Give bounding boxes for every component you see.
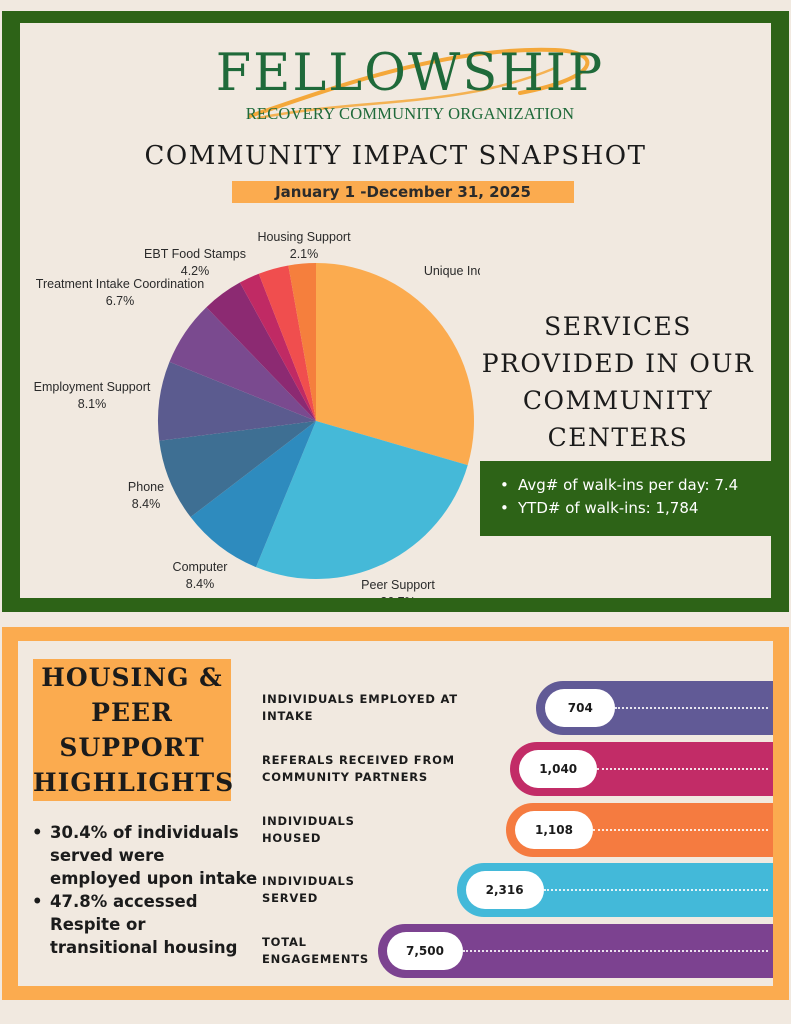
pie-category-label: Employment Support xyxy=(34,380,151,394)
pie-category-label: Phone xyxy=(128,480,164,494)
page-title: COMMUNITY IMPACT SNAPSHOT xyxy=(144,141,647,171)
pie-category-label: Peer Support xyxy=(361,578,435,592)
services-heading-line: COMMUNITY xyxy=(522,386,714,415)
services-panel-inner: FELLOWSHIP RECOVERY COMMUNITY ORGANIZATI… xyxy=(20,23,772,598)
pie-value-label: 8.4% xyxy=(132,497,161,511)
pie-slice-unlabeled-8 xyxy=(258,265,316,421)
highlights-heading: HOUSING & PEER SUPPORT HIGHLIGHTS xyxy=(33,659,235,801)
pie-label-computer: Computer 8.4% xyxy=(173,560,228,591)
pie-label-employment-support: Employment Support 8.1% xyxy=(34,380,151,411)
pie-slice-unlabeled-9 xyxy=(288,263,316,421)
pie-label-housing-support: Housing Support 2.1% xyxy=(257,230,351,261)
logo-swoosh xyxy=(248,47,590,120)
logo-subtitle: RECOVERY COMMUNITY ORGANIZATION xyxy=(245,104,575,123)
pie-slice-peer-support xyxy=(255,421,468,579)
logo-title: FELLOWSHIP xyxy=(215,44,605,103)
pie-slice-treatment-intake-coordination xyxy=(169,307,316,421)
pie-label-unique-individualized-supports: Unique Individualized Supports29.5% xyxy=(424,264,480,278)
pie-value-label: 2.1% xyxy=(290,247,319,261)
pie-category-label: Unique Individualized Supports xyxy=(424,264,480,278)
highlights-panel-inner: HOUSING & PEER SUPPORT HIGHLIGHTS 30.4% … xyxy=(18,641,773,986)
pie-label-phone: Phone 8.4% xyxy=(128,480,164,511)
pie-slice-computer xyxy=(190,421,316,568)
stat-label: TOTAL ENGAGEMENTS xyxy=(262,935,369,966)
services-heading: SERVICES PROVIDED IN OUR COMMUNITY CENTE… xyxy=(478,308,758,456)
walkins-ytd: YTD# of walk-ins: 1,784 xyxy=(500,497,772,520)
services-panel: FELLOWSHIP RECOVERY COMMUNITY ORGANIZATI… xyxy=(2,11,789,612)
pie-value-label: 8.4% xyxy=(186,577,215,591)
highlights-heading-line: PEER xyxy=(91,698,173,727)
date-range-badge: January 1 -December 31, 2025 xyxy=(232,181,574,203)
highlights-heading-line: HIGHLIGHTS xyxy=(33,768,235,797)
highlights-heading-line: SUPPORT xyxy=(59,733,205,762)
stat-dotted-line xyxy=(463,950,768,952)
pie-category-label: EBT Food Stamps xyxy=(144,247,246,261)
highlights-heading-line: HOUSING & xyxy=(41,663,223,692)
stat-value: 704 xyxy=(545,689,616,727)
services-pie-chart: Unique Individualized Supports29.5% Peer … xyxy=(34,230,480,598)
pie-slice-employment-support xyxy=(158,361,316,441)
pie-value-label: 8.1% xyxy=(78,397,107,411)
stat-bar: 1,040 xyxy=(510,742,773,796)
stat-dotted-line xyxy=(592,829,768,831)
pie-category-label: Housing Support xyxy=(257,230,351,244)
pie-value-label: 26.7% xyxy=(380,595,415,598)
stat-dotted-line xyxy=(615,707,768,709)
stat-dotted-line xyxy=(597,768,768,770)
pie-value-label: 6.7% xyxy=(106,294,135,308)
services-heading-line: CENTERS xyxy=(547,423,689,452)
stat-bar: 704 xyxy=(536,681,773,735)
stat-bar: 2,316 xyxy=(456,863,773,917)
pie-label-ebt-food-stamps: EBT Food Stamps 4.2% xyxy=(144,247,246,278)
walkins-stats-box: Avg# of walk-ins per day: 7.4 YTD# of wa… xyxy=(480,461,772,536)
highlights-panel: HOUSING & PEER SUPPORT HIGHLIGHTS 30.4% … xyxy=(2,627,789,1000)
pie-category-label: Treatment Intake Coordination xyxy=(36,277,204,291)
stat-value: 2,316 xyxy=(465,871,544,909)
walkins-avg: Avg# of walk-ins per day: 7.4 xyxy=(500,474,772,497)
stat-dotted-line xyxy=(543,889,768,891)
pie-slice-phone xyxy=(159,421,316,518)
fellowship-logo: FELLOWSHIP RECOVERY COMMUNITY ORGANIZATI… xyxy=(210,38,610,124)
stat-value: 7,500 xyxy=(387,932,463,970)
pie-slice-ebt-food-stamps xyxy=(206,282,316,421)
services-heading-line: SERVICES xyxy=(544,312,692,341)
highlight-employed: 30.4% of individuals served were employe… xyxy=(28,821,258,890)
stat-bar: 1,108 xyxy=(505,803,773,857)
highlight-respite: 47.8% accessed Respite or transitional h… xyxy=(28,890,258,959)
pie-label-treatment-intake-coordination: Treatment Intake Coordination 6.7% xyxy=(36,277,204,308)
stat-label: INDIVIDUALS HOUSED xyxy=(262,814,355,845)
stat-label: INDIVIDUALS EMPLOYED AT INTAKE xyxy=(262,692,458,723)
pie-slice-unique-individualized-supports xyxy=(316,263,474,466)
stat-label: INDIVIDUALS SERVED xyxy=(262,874,355,905)
highlights-bullets: 30.4% of individuals served were employe… xyxy=(28,821,258,959)
pie-label-peer-support: Peer Support 26.7% xyxy=(361,578,435,598)
pie-slice-housing-support xyxy=(239,273,316,421)
stat-bar: 7,500 xyxy=(378,924,773,978)
services-heading-line: PROVIDED IN OUR xyxy=(481,349,755,378)
stat-label: REFERALS RECEIVED FROM COMMUNITY PARTNERS xyxy=(262,753,455,784)
pie-value-label: 4.2% xyxy=(181,264,210,278)
stat-value: 1,108 xyxy=(514,811,593,849)
stat-value: 1,040 xyxy=(519,750,598,788)
pie-category-label: Computer xyxy=(173,560,228,574)
